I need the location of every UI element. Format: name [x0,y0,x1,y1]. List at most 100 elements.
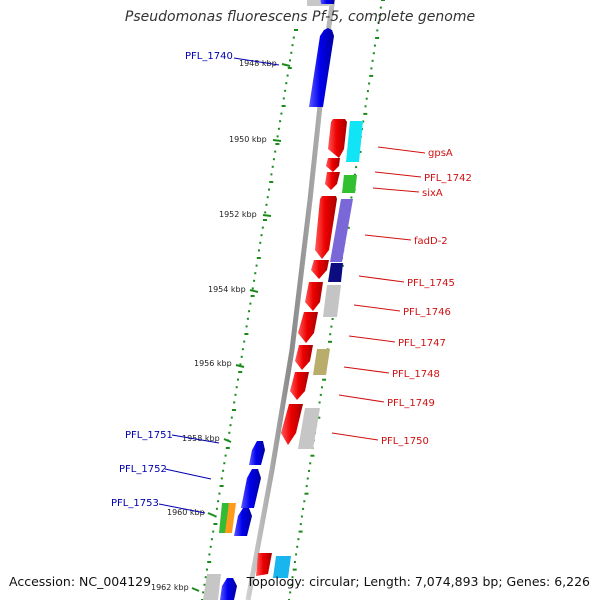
tick-mark [249,302,252,305]
tick-mark [264,211,267,214]
tick-mark [364,105,367,108]
tick-mark [292,36,295,39]
gene-arrow-PFL_1745 [311,260,329,279]
tick-mark [243,340,246,343]
tick-mark [272,158,275,161]
tick-mark [261,226,264,229]
gene-label-PFL_1747: PFL_1747 [398,338,446,349]
tick-mark [266,196,269,199]
tick-mark [253,279,256,282]
reverse-genes [220,0,335,600]
leader-line [358,275,405,283]
tick-mark [270,173,273,176]
tick-mark [365,97,368,100]
inner-tick-ring [201,29,298,601]
tick-mark [376,29,379,32]
tick-mark [286,74,289,77]
gene-arrow-PFL_1749 [290,372,309,400]
leader-line [343,366,390,374]
topology-text: Topology: circular; Length: 7,074,893 bp… [246,574,590,589]
tick-mark [308,469,310,472]
tick-mark [304,492,309,495]
gene-arrow-PFL_1750 [281,404,303,445]
forward-genes [256,119,347,576]
tick-mark [362,120,365,123]
tick-mark [284,89,287,92]
tick-mark [280,112,283,115]
tick-mark [229,424,232,427]
tick-mark [322,378,327,381]
gene-arrow-PFL_1752 [241,469,261,508]
scale-label: 1948 kbp [239,59,277,68]
tick-mark [300,515,303,518]
tick-mark [309,462,312,465]
tick-mark [265,203,268,206]
tick-mark [208,553,211,556]
tick-mark [215,507,218,510]
tick-mark [293,561,296,563]
tick-mark [251,287,254,290]
leader-line [372,187,420,193]
forward-gene-labels: gpsA PFL_1742 sixA fadD-2 PFL_1745 PFL_1… [331,146,472,447]
tick-mark [363,112,368,115]
tick-mark [331,318,334,320]
gene-arrow-fadD-2 [315,196,337,259]
tick-mark [294,29,298,31]
leader-line [233,57,280,66]
leader-line [364,234,412,241]
tick-mark [378,14,381,17]
tick-mark [379,6,382,9]
scale-label: 1962 kbp [151,583,189,592]
tick-mark [246,317,249,320]
tick-mark [296,545,299,548]
cog-box-navy [328,263,343,282]
tick-mark [212,530,215,533]
tick-mark [238,371,243,373]
gene-arrow-PFL_1748 [295,345,313,370]
leader-line [164,468,212,480]
leader-line [348,335,396,343]
scale-tick [272,139,282,142]
tick-mark [371,59,374,62]
gene-arrow [320,0,335,4]
cog-track [273,0,363,578]
tick-mark [321,386,323,389]
tick-mark [235,386,238,389]
tick-mark [295,553,298,556]
gene-label-PFL_1745: PFL_1745 [407,278,455,289]
tick-mark [207,561,212,563]
tick-mark [223,462,226,465]
leader-line [377,146,426,154]
tick-mark [290,51,293,54]
scale-label: 1954 kbp [208,285,246,294]
cog-box-green [342,175,357,193]
tick-mark [303,500,306,503]
tick-mark [240,355,243,358]
tick-mark [214,515,217,518]
scale-label: 1958 kbp [182,434,220,443]
tick-mark [330,325,333,328]
tick-mark [290,583,293,586]
tick-mark [292,568,297,571]
tick-mark [250,295,255,297]
scale-label: 1960 kbp [167,508,205,517]
gene-label-fadD-2: fadD-2 [414,236,448,247]
tick-mark [275,143,280,145]
tick-mark [306,477,309,480]
tick-mark [279,120,282,123]
cog-box-grey [203,574,221,600]
tick-mark [210,538,213,541]
tick-mark [274,150,277,153]
tick-mark [209,545,212,548]
scale-labels: 1948 kbp 1950 kbp 1952 kbp 1954 kbp 1956… [151,59,291,592]
tick-mark [224,454,227,457]
leader-line [374,171,422,178]
scale-label: 1952 kbp [219,210,257,219]
tick-mark [281,105,286,107]
gene-arrow [256,553,272,576]
tick-mark [271,165,274,168]
gene-label-sixA: sixA [422,188,443,199]
tick-mark [381,0,385,1]
gene-arrow-PFL_1746 [305,282,323,311]
